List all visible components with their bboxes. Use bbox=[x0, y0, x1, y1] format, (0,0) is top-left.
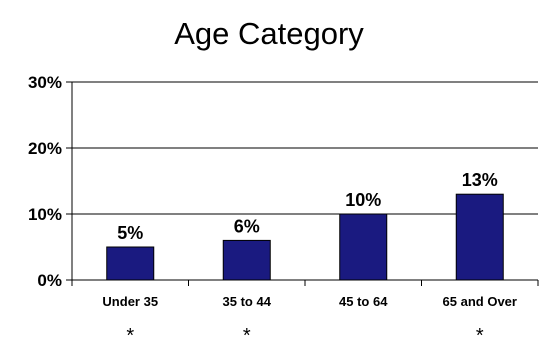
x-tick-label: Under 35 bbox=[102, 294, 158, 309]
footnote-mark: * bbox=[243, 325, 251, 346]
labels: 0% 10% 20% 30% 5% Under 35 * 6% 35 to 44 * 10% 45 t… bbox=[28, 73, 517, 346]
y-tick-label: 10% bbox=[28, 205, 62, 224]
y-tick-label: 0% bbox=[37, 271, 62, 290]
data-label: 6% bbox=[234, 216, 260, 236]
chart-title: Age Category bbox=[174, 16, 364, 51]
bars bbox=[106, 193, 504, 281]
x-tick-label: 65 and Over bbox=[443, 294, 517, 309]
data-label: 10% bbox=[345, 190, 381, 210]
footnote-mark: * bbox=[126, 325, 134, 346]
x-tick-label: 45 to 64 bbox=[339, 294, 388, 309]
y-tick-label: 20% bbox=[28, 139, 62, 158]
x-tick-label: 35 to 44 bbox=[223, 294, 272, 309]
bar-4 bbox=[455, 193, 504, 281]
bar-2 bbox=[222, 239, 271, 281]
bar-3 bbox=[339, 213, 388, 281]
footnote-mark: * bbox=[476, 325, 484, 346]
y-tick-label: 30% bbox=[28, 73, 62, 92]
bar-1 bbox=[106, 246, 155, 281]
data-label: 5% bbox=[117, 223, 143, 243]
data-label: 13% bbox=[462, 170, 498, 190]
